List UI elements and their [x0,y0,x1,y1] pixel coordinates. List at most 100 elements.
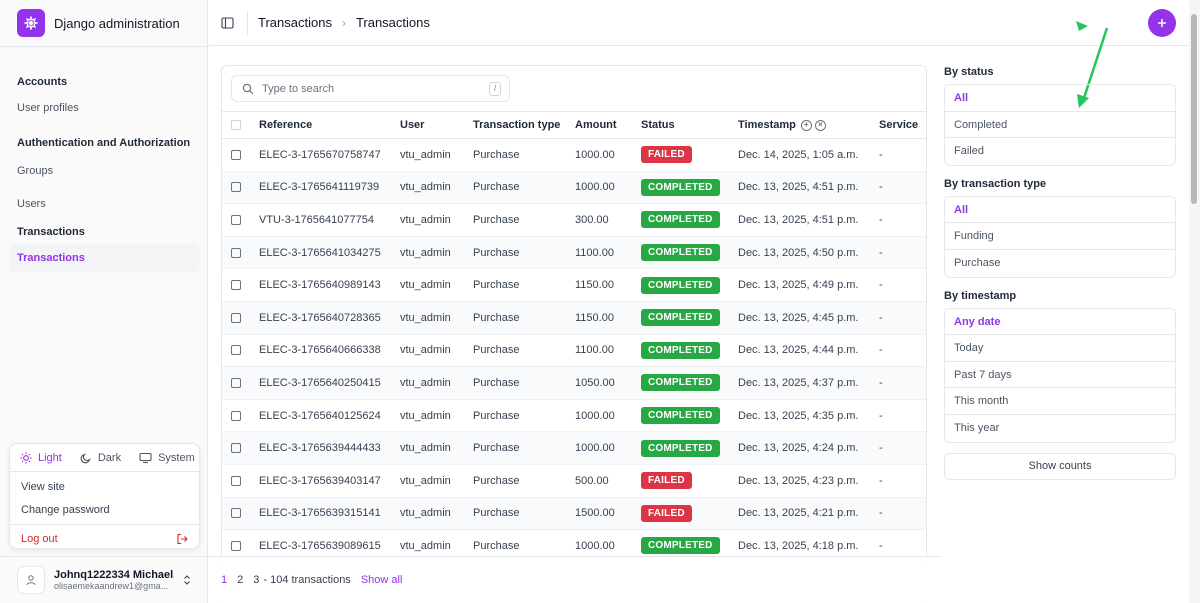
cell-user: vtu_admin [400,334,473,368]
cell-timestamp: Dec. 13, 2025, 4:37 p.m. [738,366,879,400]
show-counts-button[interactable]: Show counts [944,452,1176,480]
sidebar-toggle-button[interactable] [221,16,235,30]
sidebar-item-groups[interactable]: Groups [17,165,54,177]
cell-user: vtu_admin [400,464,473,498]
brand[interactable]: Django administration [17,9,180,37]
user-name: Johnq1222334 Michaels [54,569,174,581]
add-transaction-button[interactable] [1148,9,1176,37]
filter-status-all[interactable]: All [945,85,1175,112]
filter-timestamp-this-month[interactable]: This month [945,388,1175,415]
row-checkbox-cell [222,431,259,465]
row-checkbox[interactable] [231,247,241,258]
column-header-user[interactable]: User [400,111,473,139]
filter-timestamp-today[interactable]: Today [945,335,1175,362]
filter-type-funding[interactable]: Funding [945,223,1175,250]
row-checkbox[interactable] [231,182,241,193]
cell-transaction-type: Purchase [473,268,575,302]
filter-timestamp-past-7-days[interactable]: Past 7 days [945,362,1175,389]
sidebar-item-transactions[interactable]: Transactions [9,244,200,272]
table-row: VTU-3-1765641077754 vtu_admin Purchase 300.… [222,203,926,237]
change-password-link[interactable]: Change password [21,504,110,516]
cell-amount: 500.00 [575,464,641,498]
scrollbar-thumb[interactable] [1191,14,1197,204]
column-header-transaction-type[interactable]: Transaction type [473,111,575,139]
cell-reference[interactable]: ELEC-3-1765670758747 [259,138,400,172]
row-checkbox[interactable] [231,312,241,323]
theme-system-option[interactable]: System [139,452,195,464]
table-row: ELEC-3-1765639403147 vtu_admin Purchase 500… [222,464,926,498]
cell-timestamp: Dec. 13, 2025, 4:35 p.m. [738,399,879,433]
filter-status-completed[interactable]: Completed [945,112,1175,139]
cell-reference[interactable]: ELEC-3-1765639315141 [259,497,400,531]
cell-reference[interactable]: ELEC-3-1765640666338 [259,334,400,368]
theme-dark-option[interactable]: Dark [80,452,121,464]
logout-label: Log out [21,533,58,545]
select-all-checkbox[interactable] [231,120,241,131]
row-checkbox[interactable] [231,280,241,291]
cell-reference[interactable]: ELEC-3-1765640250415 [259,366,400,400]
cell-user: vtu_admin [400,301,473,335]
cell-timestamp: Dec. 13, 2025, 4:51 p.m. [738,171,879,205]
cell-reference[interactable]: ELEC-3-1765640125624 [259,399,400,433]
row-checkbox-cell [222,203,259,237]
cell-reference[interactable]: ELEC-3-1765640728365 [259,301,400,335]
sidebar-item-user-profiles[interactable]: User profiles [17,102,79,114]
filter-panel: By status All Completed Failed By transa… [944,60,1176,480]
app-logo-icon [17,9,45,37]
status-badge: COMPLETED [641,439,720,457]
column-header-status[interactable]: Status [641,111,738,139]
row-checkbox[interactable] [231,378,241,389]
page-link-3[interactable]: 3 [253,574,260,586]
filter-box-status: All Completed Failed [944,84,1176,166]
cell-reference[interactable]: ELEC-3-1765641034275 [259,236,400,270]
cell-status: FAILED [641,497,738,531]
cell-transaction-type: Purchase [473,334,575,368]
cell-service: - [879,138,926,172]
row-checkbox[interactable] [231,215,241,226]
column-header-amount[interactable]: Amount [575,111,641,139]
cell-transaction-type: Purchase [473,366,575,400]
row-checkbox[interactable] [231,541,241,552]
sidebar-item-users[interactable]: Users [17,198,46,210]
row-checkbox[interactable] [231,475,241,486]
scrollbar-track[interactable] [1189,0,1200,603]
row-checkbox[interactable] [231,149,241,160]
sort-icon[interactable]: + [800,119,812,131]
filter-type-all[interactable]: All [945,197,1175,224]
cell-reference[interactable]: ELEC-3-1765641119739 [259,171,400,205]
filter-status-failed[interactable]: Failed [954,145,984,158]
breadcrumb-transactions-app[interactable]: Transactions [258,15,332,30]
user-account-bar[interactable]: Johnq1222334 Michaels olisaemekaandrew1@… [0,556,208,603]
row-checkbox[interactable] [231,443,241,454]
filter-timestamp-any-date[interactable]: Any date [945,309,1175,336]
logout-link[interactable]: Log out [10,527,199,551]
column-header-reference[interactable]: Reference [259,111,400,139]
cell-reference[interactable]: VTU-3-1765641077754 [259,203,400,237]
cell-reference[interactable]: ELEC-3-1765640989143 [259,268,400,302]
cell-transaction-type: Purchase [473,464,575,498]
theme-light-option[interactable]: Light [20,452,62,464]
cell-reference[interactable]: ELEC-3-1765639444433 [259,431,400,465]
cell-reference[interactable]: ELEC-3-1765639403147 [259,464,400,498]
row-checkbox[interactable] [231,410,241,421]
clear-sort-icon[interactable]: × [814,119,826,131]
show-all-link[interactable]: Show all [360,574,403,586]
view-site-link[interactable]: View site [21,481,65,493]
filter-timestamp-this-year[interactable]: This year [954,421,1000,434]
cell-timestamp: Dec. 13, 2025, 4:50 p.m. [738,236,879,270]
cell-transaction-type: Purchase [473,301,575,335]
row-checkbox[interactable] [231,508,241,519]
column-header-service[interactable]: Service [879,111,926,139]
search-input[interactable] [262,82,482,95]
cell-status: COMPLETED [641,268,738,302]
row-checkbox[interactable] [231,345,241,356]
page-link-2[interactable]: 2 [237,574,244,586]
row-checkbox-cell [222,399,259,433]
cell-status: FAILED [641,138,738,172]
page-link-1[interactable]: 1 [221,574,228,586]
filter-type-purchase[interactable]: Purchase [954,256,1001,269]
table-row: ELEC-3-1765640125624 vtu_admin Purchase 100… [222,399,926,433]
cell-transaction-type: Purchase [473,236,575,270]
column-header-timestamp[interactable]: Timestamp + × [738,111,879,139]
brand-title: Django administration [54,15,180,31]
